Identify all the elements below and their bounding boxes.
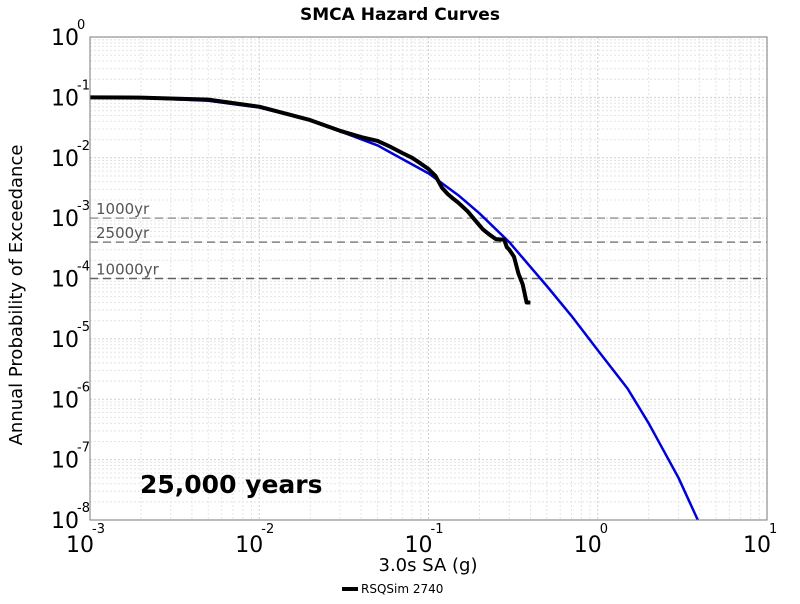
y-tick-exponent: -2	[77, 139, 90, 154]
reference-lines: 1000yr 2500yr 10000yr	[90, 200, 767, 280]
y-tick-exponent: 0	[77, 18, 85, 33]
y-tick-label: 10	[51, 268, 79, 293]
x-tick-exponent: -3	[92, 522, 105, 537]
y-tick-label: 10	[51, 328, 79, 353]
y-axis-label: Annual Probability of Exceedance	[6, 145, 27, 446]
y-tick-label: 10	[51, 26, 79, 51]
legend: RSQSim 2740	[342, 582, 443, 596]
y-tick-exponent: -6	[77, 380, 90, 395]
reference-line-label: 1000yr	[96, 200, 150, 218]
y-tick-exponent: -4	[77, 260, 90, 275]
x-tick-label: 10	[743, 533, 771, 558]
legend-label: RSQSim 2740	[361, 582, 443, 596]
y-tick-exponent: -5	[77, 320, 90, 335]
chart-title: SMCA Hazard Curves	[300, 5, 500, 25]
x-tick-label: 10	[235, 533, 263, 558]
y-tick-label: 10	[51, 509, 79, 534]
x-tick-exponent: 0	[600, 522, 608, 537]
tick-labels: 10-310-210-110010110010-110-210-310-410-…	[51, 18, 777, 558]
y-tick-exponent: -7	[77, 441, 90, 456]
x-tick-label: 10	[66, 533, 94, 558]
x-tick-exponent: -1	[431, 522, 444, 537]
y-tick-label: 10	[51, 86, 79, 111]
series	[89, 95, 699, 521]
x-axis-label: 3.0s SA (g)	[379, 555, 478, 576]
y-tick-label: 10	[51, 449, 79, 474]
y-tick-exponent: -8	[77, 501, 90, 516]
annotation: 25,000 years	[140, 470, 323, 499]
series-line-rsqsim	[89, 95, 531, 305]
y-tick-label: 10	[51, 147, 79, 172]
plot-frame	[89, 36, 768, 521]
y-tick-label: 10	[51, 388, 79, 413]
y-tick-label: 10	[51, 207, 79, 232]
x-tick-exponent: 1	[769, 522, 777, 537]
x-tick-label: 10	[405, 533, 433, 558]
y-tick-exponent: -1	[77, 78, 90, 93]
x-tick-exponent: -2	[261, 522, 274, 537]
x-tick-label: 10	[574, 533, 602, 558]
reference-line-label: 2500yr	[96, 224, 150, 242]
reference-line-label: 10000yr	[96, 261, 160, 279]
y-tick-exponent: -3	[77, 199, 90, 214]
